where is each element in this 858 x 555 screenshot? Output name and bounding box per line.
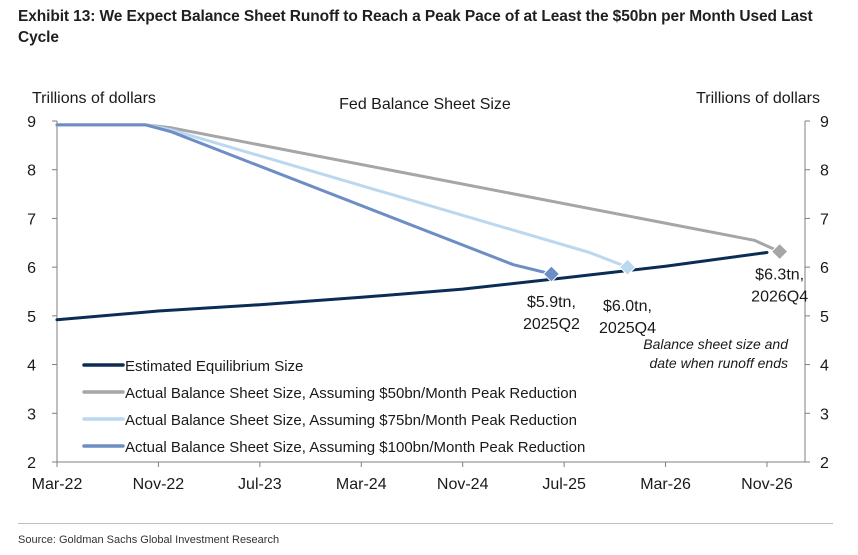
y-tick-label-left: 5 xyxy=(27,309,36,326)
y-tick-label-left: 8 xyxy=(27,163,36,180)
y-tick-label-right: 3 xyxy=(820,406,829,423)
y-tick-label-left: 7 xyxy=(27,211,36,228)
x-tick-label: Nov-26 xyxy=(741,476,793,493)
legend-label-2: Actual Balance Sheet Size, Assuming $75b… xyxy=(125,412,577,429)
end-label-3: 2025Q2 xyxy=(523,316,580,333)
chart-title: Fed Balance Sheet Size xyxy=(339,96,511,113)
end-markers xyxy=(542,242,789,283)
x-tick-label: Mar-26 xyxy=(640,476,691,493)
y-tick-label-left: 3 xyxy=(27,406,36,423)
runoff-annotation-line: date when runoff ends xyxy=(649,355,788,371)
y-tick-label-right: 9 xyxy=(820,114,829,131)
y-tick-label-left: 9 xyxy=(27,114,36,131)
series-line-2 xyxy=(55,123,629,269)
y-axis-title-left: Trillions of dollars xyxy=(32,90,156,107)
y-tick-label-right: 8 xyxy=(820,163,829,180)
series-line-0 xyxy=(55,251,769,322)
end-marker-2 xyxy=(618,258,637,276)
plot-frame xyxy=(56,121,806,463)
x-tick-label: Nov-24 xyxy=(437,476,489,493)
chart-legend: Estimated Equilibrium Size Actual Balance… xyxy=(82,358,585,456)
x-tick-label: Mar-24 xyxy=(336,476,387,493)
end-label-3: $5.9tn, xyxy=(527,294,576,311)
legend-label-3: Actual Balance Sheet Size, Assuming $100… xyxy=(125,439,585,456)
y-tick-label-left: 4 xyxy=(27,358,36,375)
y-tick-label-left: 2 xyxy=(27,455,36,472)
legend-label-0: Estimated Equilibrium Size xyxy=(125,358,303,375)
y-tick-label-right: 7 xyxy=(820,211,829,228)
source-note: Source: Goldman Sachs Global Investment … xyxy=(18,534,280,546)
legend-label-1: Actual Balance Sheet Size, Assuming $50b… xyxy=(125,385,577,402)
end-label-2: 2025Q4 xyxy=(599,320,656,337)
end-label-2: $6.0tn, xyxy=(603,298,652,315)
source-divider xyxy=(18,523,833,524)
end-marker-1 xyxy=(770,242,789,261)
series-line-1 xyxy=(55,123,782,254)
y-tick-label-right: 2 xyxy=(820,455,829,472)
x-tick-label: Nov-22 xyxy=(133,476,185,493)
y-tick-label-right: 4 xyxy=(820,358,829,375)
y-tick-label-right: 6 xyxy=(820,260,829,277)
series-line-3 xyxy=(55,123,553,276)
end-label-1: 2026Q4 xyxy=(751,289,808,306)
runoff-annotation-line: Balance sheet size and xyxy=(643,336,789,352)
y-tick-label-right: 5 xyxy=(820,309,829,326)
series-layer xyxy=(55,123,782,322)
end-label-1: $6.3tn, xyxy=(755,267,804,284)
balance-sheet-chart: 2 2 3 3 4 4 5 5 6 6 7 7 8 8 9 9 Mar-22 Nov-22 Jul-23 Mar-24… xyxy=(27,90,829,493)
x-tick-label: Jul-23 xyxy=(238,476,282,493)
end-marker-3 xyxy=(542,265,561,283)
chart-labels: Trillions of dollars Trillions of dollars… xyxy=(32,90,820,371)
x-tick-label: Jul-25 xyxy=(542,476,586,493)
exhibit-title: Exhibit 13: We Expect Balance Sheet Runo… xyxy=(18,8,813,46)
y-axis-title-right: Trillions of dollars xyxy=(696,90,820,107)
x-tick-label: Mar-22 xyxy=(32,476,83,493)
axis-ticks: 2 2 3 3 4 4 5 5 6 6 7 7 8 8 9 9 Mar-22 Nov-22 Jul-23 Mar-24… xyxy=(27,114,829,493)
y-tick-label-left: 6 xyxy=(27,260,36,277)
